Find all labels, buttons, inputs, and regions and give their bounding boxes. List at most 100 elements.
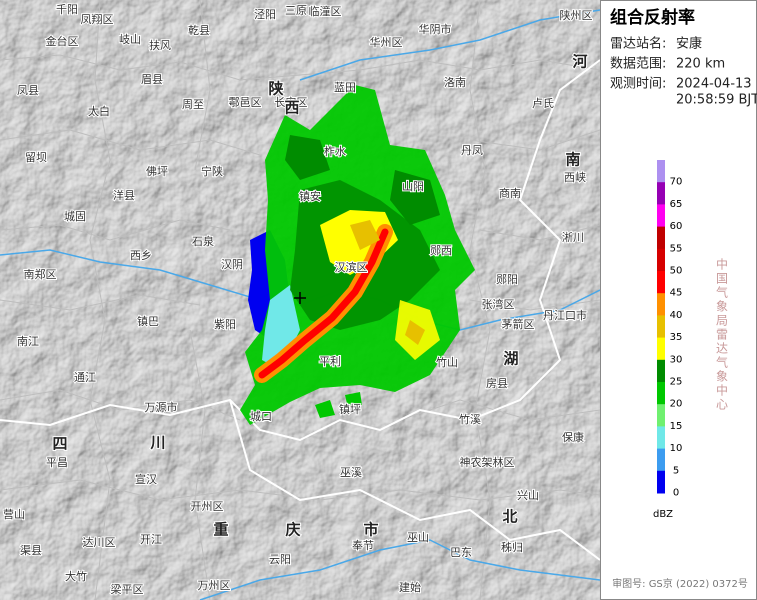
place-label: 保康 — [562, 430, 584, 444]
legend-label: 20 — [670, 399, 683, 410]
legend-swatch — [657, 359, 665, 383]
place-label: 茅箭区 — [502, 317, 535, 331]
place-label: 镇坪 — [339, 402, 361, 416]
place-label: 陕州区 — [560, 8, 593, 22]
legend-swatch — [657, 204, 665, 228]
province-borders — [0, 59, 600, 561]
place-label: 洛南 — [444, 75, 466, 89]
date: 2024-04-13 — [676, 77, 752, 92]
place-label: 洋县 — [113, 188, 135, 202]
place-label: 万源市 — [145, 400, 178, 414]
legend-swatch — [657, 470, 665, 494]
legend-swatch — [657, 448, 665, 472]
radar-site — [294, 292, 306, 304]
place-label: 万州区 — [198, 579, 231, 592]
time: 20:58:59 BJT — [676, 93, 757, 108]
place-label: 南郑区 — [24, 267, 57, 281]
place-label: 巫山 — [407, 531, 429, 544]
legend-swatch — [657, 182, 665, 205]
region-label: 川 — [149, 434, 165, 452]
place-label: 秭归 — [501, 540, 523, 554]
region-label: 重 — [213, 521, 228, 539]
approval-number: 审图号: GS京 (2022) 0372号 — [612, 577, 748, 590]
place-label: 卢氏 — [532, 97, 554, 110]
legend-label: 50 — [670, 266, 683, 277]
place-label: 竹山 — [436, 355, 458, 369]
place-label: 西峡 — [564, 170, 586, 184]
place-label: 华州区 — [370, 35, 403, 49]
region-label: 北 — [502, 508, 517, 526]
place-label: 太白 — [88, 104, 110, 118]
legend-swatch — [657, 271, 665, 294]
legend-unit: dBZ — [653, 509, 673, 520]
place-label: 凤翔区 — [81, 12, 114, 26]
place-label: 兴山 — [517, 489, 539, 502]
place-label: 眉县 — [141, 73, 163, 86]
region-label: 市 — [363, 521, 378, 539]
region-label: 南 — [565, 151, 580, 169]
place-label: 云阳 — [269, 553, 291, 566]
legend-swatch — [657, 337, 665, 361]
place-label: 丹江口市 — [543, 308, 587, 322]
place-label: 扶风 — [149, 38, 171, 52]
place-label: 张湾区 — [482, 297, 515, 311]
region-label: 西 — [284, 99, 299, 117]
legend-swatch — [657, 226, 665, 250]
place-label: 建始 — [399, 580, 421, 594]
time-label: 观测时间: — [610, 77, 666, 92]
range-label: 数据范围: — [610, 57, 666, 72]
place-label: 佛坪 — [146, 165, 168, 178]
place-label: 周至 — [182, 98, 204, 111]
range: 220 km — [676, 57, 725, 72]
place-label: 丹凤 — [461, 144, 483, 157]
place-label: 营山 — [3, 507, 25, 521]
place-label: 淅川 — [562, 230, 584, 244]
place-label: 达川区 — [83, 536, 116, 549]
place-label: 三原 — [285, 4, 307, 17]
legend-label: 30 — [670, 354, 683, 365]
place-label: 巴东 — [450, 546, 472, 559]
place-label: 乾县 — [188, 24, 210, 37]
region-label: 四 — [52, 435, 67, 453]
place-label: 长安区 — [275, 95, 308, 109]
panel-title: 组合反射率 — [610, 7, 695, 28]
place-label: 蓝田 — [334, 81, 356, 94]
legend-label: 25 — [670, 377, 683, 388]
radar-echo — [240, 85, 475, 425]
region-label: 陕 — [268, 80, 283, 98]
legend-label: 0 — [673, 488, 679, 499]
place-label: 镇巴 — [137, 314, 159, 328]
legend-label: 15 — [670, 421, 683, 432]
place-label: 竹溪 — [459, 412, 481, 426]
region-label: 湖 — [503, 350, 518, 368]
legend-label: 5 — [673, 465, 679, 476]
place-label: 金台区 — [46, 34, 79, 48]
place-label: 神农架林区 — [460, 455, 515, 469]
place-label: 郧西 — [430, 244, 452, 257]
place-label: 开江 — [140, 533, 162, 546]
legend-label: 45 — [670, 288, 683, 299]
place-label: 华阴市 — [419, 22, 452, 36]
place-label: 山阳 — [402, 180, 424, 193]
place-label: 临潼区 — [309, 4, 342, 18]
legend-label: 65 — [670, 199, 683, 210]
place-label: 宣汉 — [135, 472, 157, 486]
place-label: 鄠邑区 — [229, 96, 262, 109]
legend-label: 35 — [670, 332, 683, 343]
place-label: 汉阴 — [221, 258, 243, 271]
place-label: 奉节 — [352, 538, 374, 552]
place-label: 汉滨区 — [335, 260, 368, 274]
legend-swatch — [657, 315, 665, 339]
legend-swatch — [657, 382, 665, 405]
place-label: 泾阳 — [254, 8, 276, 21]
place-label: 开州区 — [191, 500, 224, 513]
legend-label: 10 — [670, 443, 683, 454]
place-label: 平利 — [319, 355, 341, 368]
legend-label: 60 — [670, 221, 683, 232]
place-label: 千阳 — [56, 3, 78, 16]
legend-label: 70 — [670, 177, 683, 188]
